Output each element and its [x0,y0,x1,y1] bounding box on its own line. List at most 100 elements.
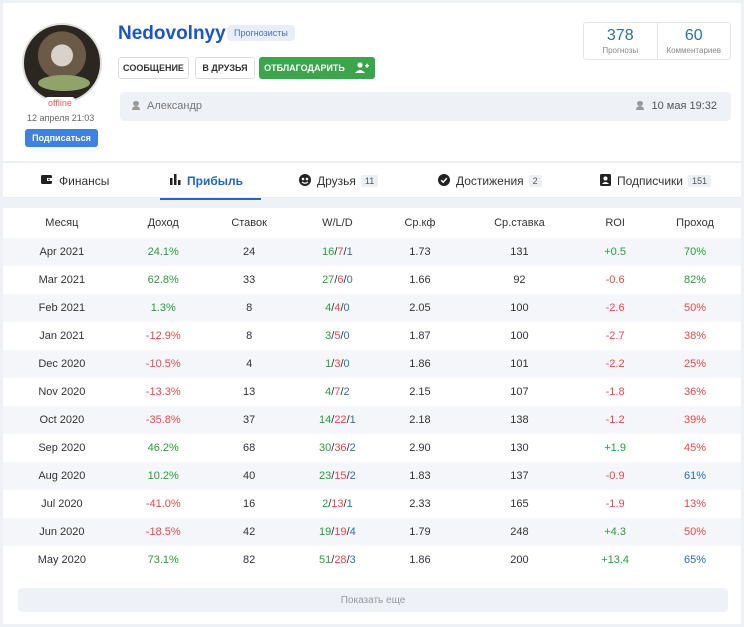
cell-income: 1.3% [120,294,206,322]
wld-wins: 23 [319,470,332,482]
cell-avg-odds: 2.90 [409,442,431,454]
cell-wld: 16/7/1 [292,238,383,266]
add-user-button[interactable] [349,57,375,79]
wld-losses: 7 [337,246,344,258]
show-more-button[interactable]: Показать еще [18,588,728,612]
cell-wld: 51/28/3 [319,554,356,566]
stat-label: Прогнозы [602,46,639,55]
wld-wins: 27 [322,274,335,286]
wld-losses: 28 [334,554,347,566]
wld-draws: 0 [343,358,350,370]
wld-losses: 15 [334,470,347,482]
real-name-text: Александр [147,100,203,112]
wld-wins: 14 [319,414,332,426]
cell-income: -10.5% [120,350,206,378]
cell-avg-stake: 107 [510,386,529,398]
col-header-avg-stake: Ср.ставка [494,217,545,229]
subscribers-icon [600,173,611,189]
stat-label: Комментариев [666,46,722,55]
tab-finances[interactable]: Финансы [41,163,109,199]
table-row: Apr 2021 24.1% 24 16/7/1 1.73 131 +0.5 70% [3,238,741,266]
col-header-pass: Проход [676,217,714,229]
cell-wld: 30/36/2 [319,442,356,454]
username[interactable]: Nedovolnyy [118,23,226,44]
role-badge[interactable]: Прогнозисты [227,25,295,41]
cell-avg-stake: 100 [457,294,582,322]
last-seen-icon [636,101,645,110]
tab-subscribers[interactable]: Подписчики 151 [600,163,712,199]
subscribe-button[interactable]: Подписаться [25,129,98,147]
tab-friends[interactable]: Друзья 11 [299,163,379,199]
cell-roi: -1.9 [605,498,625,510]
table-row: Nov 2020 -13.3% 13 4/7/2 2.15 107 -1.8 36% [3,378,741,406]
wld-wins: 4 [325,386,332,398]
wld-losses: 7 [334,386,341,398]
col-header-roi: ROI [605,217,625,229]
stat-comments[interactable]: 60 Комментариев [656,23,731,59]
cell-bets: 37 [205,406,293,434]
add-friend-button[interactable]: В ДРУЗЬЯ [195,57,255,79]
cell-pass: 13% [684,498,707,510]
cell-avg-odds: 2.05 [382,294,458,322]
wld-wins: 1 [325,358,332,370]
cell-bets: 8 [246,330,253,342]
cell-avg-stake: 101 [457,350,582,378]
cell-income: -18.5% [120,518,206,546]
tab-count: 2 [528,175,542,187]
tab-achievements[interactable]: Достижения 2 [438,163,542,199]
cell-avg-odds: 1.83 [382,462,458,490]
col-header-avg-odds: Ср.кф [404,217,436,229]
cell-month: Nov 2020 [38,386,86,398]
cell-pass: 65% [684,554,707,566]
tab-label: Финансы [59,174,110,188]
cell-avg-stake: 137 [457,462,582,490]
cell-month: Feb 2021 [3,294,121,322]
cell-pass: 25% [649,350,741,378]
tab-label: Прибыль [187,174,243,188]
real-name: Александр [132,100,202,112]
stat-predictions[interactable]: 378 Прогнозы [584,23,657,59]
tab-label: Друзья [317,174,356,188]
cell-income: -13.3% [145,386,181,398]
cell-roi: -0.9 [581,462,650,490]
cell-avg-odds: 2.18 [382,406,458,434]
avatar[interactable] [22,23,102,103]
cell-bets: 68 [243,442,256,454]
message-button[interactable]: СООБЩЕНИЕ [118,57,189,79]
cell-month: Aug 2020 [3,462,121,490]
last-seen-text: 10 мая 19:32 [651,100,717,112]
table-row: Jun 2020 -18.5% 42 19/19/4 1.79 248 +4.3 50% [3,518,741,546]
cell-bets: 40 [205,462,293,490]
wld-draws: 2 [349,470,356,482]
add-user-icon [355,62,369,73]
last-seen: 10 мая 19:32 [636,100,717,112]
tab-profit[interactable]: Прибыль [160,163,261,200]
wld-draws: 1 [349,414,356,426]
table-row: Jan 2021 -12.9% 8 3/5/0 1.87 100 -2.7 38% [3,322,741,350]
table-header-row: Месяц Доход Ставок W/L/D Ср.кф Ср.ставка… [3,208,741,238]
cell-month: Oct 2020 [3,406,121,434]
cell-income: 73.1% [147,554,179,566]
table-row: Aug 2020 10.2% 40 23/15/2 1.83 137 -0.9 61% [3,462,741,490]
wld-draws: 1 [346,498,353,510]
cell-month: Jun 2020 [3,518,121,546]
wld-losses: 13 [331,498,344,510]
wld-draws: 3 [349,554,356,566]
friends-icon [299,173,311,189]
cell-bets: 33 [243,274,256,286]
cell-avg-odds: 1.79 [382,518,458,546]
cell-avg-odds: 1.86 [409,554,431,566]
cell-bets: 8 [205,294,293,322]
wallet-icon [41,174,53,188]
tab-label: Достижения [456,174,524,188]
profit-table: Месяц Доход Ставок W/L/D Ср.кф Ср.ставка… [3,208,741,574]
cell-income: 46.2% [147,442,179,454]
wld-draws: 1 [346,246,353,258]
table-row: Oct 2020 -35.8% 37 14/22/1 2.18 138 -1.2 39% [3,406,741,434]
table-row: Feb 2021 1.3% 8 4/4/0 2.05 100 -2.6 50% [3,294,741,322]
thank-button[interactable]: ОТБЛАГОДАРИТЬ [259,57,350,79]
wld-draws: 4 [349,526,356,538]
cell-pass: 50% [649,294,741,322]
cell-wld: 2/13/1 [322,498,353,510]
wld-losses: 19 [334,526,347,538]
